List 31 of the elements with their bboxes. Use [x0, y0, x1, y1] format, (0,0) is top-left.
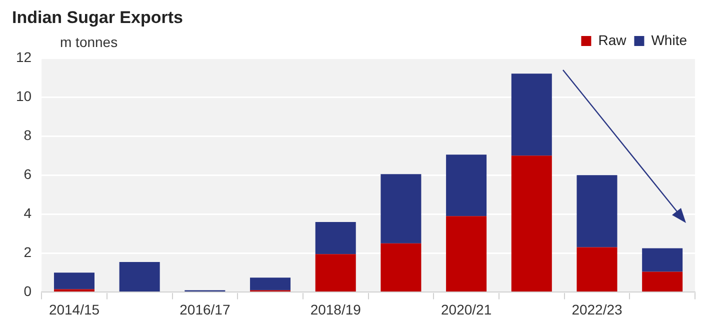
bar — [380, 243, 422, 292]
bar — [511, 74, 552, 156]
x-tick-label: 2016/17 — [180, 301, 230, 318]
y-tick-label: 10 — [16, 88, 32, 104]
bar — [446, 216, 487, 292]
x-tick-label: 2020/21 — [440, 301, 492, 318]
bar — [380, 174, 422, 244]
x-tick-label: 2022/23 — [572, 301, 622, 318]
bar — [642, 248, 683, 272]
y-axis-title: m tonnes — [60, 34, 118, 50]
legend-label: Raw — [598, 32, 628, 48]
y-tick-label: 12 — [16, 48, 32, 65]
bar — [576, 175, 618, 248]
bar — [119, 262, 160, 292]
bar — [511, 156, 552, 292]
bar — [446, 154, 487, 216]
bar — [576, 247, 618, 292]
legend-label: White — [651, 32, 688, 48]
x-tick-label: 2014/15 — [48, 301, 100, 318]
bar — [315, 254, 356, 292]
y-tick-label: 6 — [24, 166, 32, 182]
y-tick-label: 4 — [24, 204, 32, 221]
bar — [54, 272, 94, 290]
y-tick-label: 2 — [24, 244, 32, 260]
y-tick-label: 8 — [24, 126, 32, 143]
x-tick-label: 2018/19 — [310, 301, 362, 318]
chart-title: Indian Sugar Exports — [12, 8, 183, 28]
bar — [250, 278, 291, 290]
y-tick-label: 0 — [24, 283, 32, 300]
bar — [642, 272, 683, 292]
bar — [315, 222, 356, 254]
